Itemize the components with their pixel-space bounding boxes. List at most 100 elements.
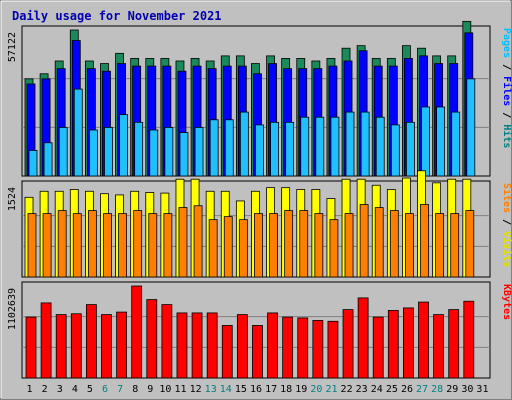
bar-sites-day-6 [103,213,112,278]
bar-sites-day-14 [223,216,233,278]
bar-sites-day-3 [57,210,67,278]
bar-pages-day-6 [104,127,113,177]
bar-sites-day-10 [163,213,173,278]
x-tick-label: 17 [265,384,277,395]
x-tick-label: 5 [87,384,93,395]
x-tick-label: 25 [386,384,398,395]
bar-kbytes-day-11 [176,312,188,379]
bar-pages-day-22 [345,111,355,177]
bar-sites-day-13 [208,219,218,278]
legend-label-part: / [501,58,512,76]
bar-kbytes-day-27 [418,301,429,379]
x-tick-label: 6 [102,384,108,395]
bar-sites-day-1 [27,213,37,278]
bar-kbytes-day-6 [101,314,112,379]
panel-hits-max-label: 57122 [7,32,18,62]
bar-pages-day-27 [421,106,430,177]
bar-pages-day-10 [164,127,174,177]
bar-kbytes-day-28 [433,314,445,379]
chart-panels: 57122 Pages / Files / Hits 1524 Sites / Vis… [7,20,512,379]
bar-kbytes-day-23 [357,297,369,379]
bar-pages-day-29 [451,111,461,177]
bar-sites-day-5 [87,210,97,278]
panel-hits-legend-label: Pages / Files / Hits [501,28,512,148]
bar-pages-day-13 [209,119,219,177]
bar-kbytes-day-4 [70,313,82,379]
x-tick-label: 4 [72,384,78,395]
bar-kbytes-day-5 [85,304,97,379]
bar-kbytes-day-20 [312,320,324,379]
x-tick-label: 28 [431,384,443,395]
legend-label-part: Sites [501,183,512,213]
series-sites [27,204,475,278]
series-pages [28,78,476,177]
x-axis-labels: 1 2 3 4 5 6 7 8 9 10 11 12 13 14 15 16 17 18 19 20 21 22 23 24 2… [27,384,489,395]
bar-pages-day-2 [43,142,53,177]
x-tick-label: 31 [476,384,488,395]
bar-kbytes-day-13 [206,312,218,379]
x-tick-label: 16 [250,384,262,395]
bar-pages-day-4 [73,88,83,177]
bar-pages-day-18 [285,121,295,177]
x-tick-label: 7 [117,384,123,395]
bar-pages-day-24 [375,116,385,177]
bar-pages-day-19 [300,116,310,177]
bar-pages-day-12 [194,127,204,177]
bar-sites-day-27 [420,204,429,278]
legend-label-part: / [501,106,512,124]
bar-kbytes-day-9 [146,299,158,379]
bar-kbytes-day-14 [221,325,233,379]
bar-sites-day-20 [314,213,324,278]
x-tick-label: 14 [220,384,232,395]
bar-pages-day-26 [406,121,415,177]
bar-kbytes-day-21 [327,320,339,379]
bar-kbytes-day-30 [463,300,475,379]
bar-pages-day-7 [119,114,128,177]
bar-pages-day-28 [436,106,446,177]
legend-label-part: / [501,213,512,231]
x-tick-label: 8 [132,384,138,395]
bar-sites-day-21 [329,219,339,278]
bar-kbytes-day-10 [161,304,173,379]
x-tick-label: 19 [295,384,307,395]
bar-sites-day-24 [374,207,384,278]
bar-sites-day-16 [254,213,263,278]
bar-pages-day-1 [28,150,38,177]
panel-visits-legend-label: Sites / Visits [501,183,512,267]
bar-sites-day-7 [118,213,127,278]
bar-sites-day-23 [359,204,369,278]
x-tick-label: 22 [341,384,353,395]
legend-label-part: Hits [501,124,512,148]
bar-kbytes-day-3 [55,314,67,379]
bar-pages-day-9 [149,129,159,177]
bar-pages-day-23 [360,111,370,177]
bar-kbytes-day-17 [267,312,278,379]
bar-pages-day-25 [390,124,400,177]
bar-sites-day-26 [405,213,414,278]
bar-kbytes-day-12 [191,312,203,379]
x-tick-label: 18 [280,384,292,395]
x-tick-label: 24 [371,384,383,395]
chart-title: Daily usage for November 2021 [12,9,222,23]
x-tick-label: 1 [27,384,33,395]
bar-pages-day-8 [134,121,144,177]
x-tick-label: 20 [310,384,322,395]
panel-kbytes: 1102639 KBytes [7,281,512,379]
x-tick-label: 15 [235,384,247,395]
bar-pages-day-15 [239,111,249,177]
x-tick-label: 26 [401,384,413,395]
panel-kbytes-legend-label: KBytes [501,284,512,320]
bar-sites-day-29 [450,213,460,278]
bar-sites-day-19 [299,210,309,278]
bar-kbytes-day-18 [282,316,294,379]
bar-pages-day-21 [330,116,340,177]
bar-kbytes-day-29 [448,309,460,379]
bar-kbytes-day-24 [372,316,384,379]
bar-pages-day-3 [58,127,68,177]
bar-kbytes-day-16 [252,325,263,379]
legend-label-part: Pages [501,28,512,58]
bar-sites-day-22 [344,213,354,278]
bar-pages-day-17 [270,121,279,177]
series-kbytes [25,285,475,379]
